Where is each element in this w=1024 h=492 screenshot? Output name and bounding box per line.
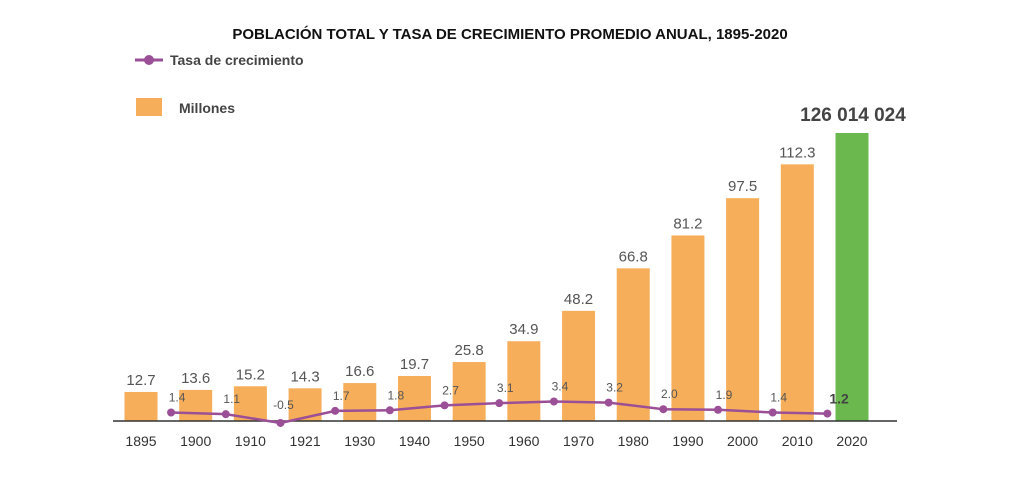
bar — [780, 164, 814, 421]
x-tick-label: 1940 — [399, 433, 430, 449]
bar-value-label: 97.5 — [728, 178, 757, 195]
bar-value-label: 15.2 — [236, 366, 265, 383]
bar-series: 12.7 13.6 15.2 14.3 16.6 19.7 25.8 34.9 48.2 66.8… — [124, 105, 906, 421]
rate-value-label: 1.2 — [829, 391, 849, 407]
x-axis-ticks: 1895 1900 1910 1921 1930 1940 1950 1960 1970 1980… — [125, 433, 867, 449]
bar-value-label: 25.8 — [455, 342, 484, 359]
x-tick-label: 1980 — [618, 433, 649, 449]
bar-value-label: 126 014 024 — [800, 105, 906, 126]
rate-point — [714, 405, 723, 414]
x-tick-label: 1970 — [563, 433, 594, 449]
rate-point — [659, 405, 668, 414]
rate-value-label: -0.5 — [273, 398, 294, 412]
bar — [452, 362, 486, 421]
bar — [671, 235, 705, 421]
bar — [835, 132, 869, 421]
bar — [507, 341, 541, 421]
x-tick-label: 2020 — [836, 433, 867, 449]
bar-value-label: 14.3 — [290, 368, 319, 385]
rate-value-label: 1.7 — [333, 389, 350, 403]
rate-point — [385, 406, 394, 415]
chart-title: POBLACIÓN TOTAL Y TASA DE CRECIMIENTO PR… — [232, 25, 787, 43]
rate-point — [604, 398, 613, 407]
bar-value-label: 112.3 — [779, 144, 815, 161]
x-tick-label: 1921 — [289, 433, 320, 449]
legend: Tasa de crecimiento Millones — [135, 52, 304, 116]
rate-value-label: 2.0 — [661, 387, 678, 401]
x-tick-label: 2010 — [782, 433, 813, 449]
bar-value-label: 81.2 — [673, 215, 702, 232]
rate-value-label: 3.2 — [606, 381, 623, 395]
rate-point — [823, 409, 832, 418]
legend-rate-label: Tasa de crecimiento — [170, 52, 304, 68]
rate-value-label: 1.4 — [169, 391, 186, 405]
bar-value-label: 16.6 — [345, 363, 374, 380]
x-tick-label: 1895 — [125, 433, 156, 449]
rate-value-label: 3.1 — [497, 381, 514, 395]
x-tick-label: 1900 — [180, 433, 211, 449]
bar — [343, 383, 377, 421]
rate-series: 1.4 1.1 -0.5 1.7 1.8 2.7 3.1 3.4 3.2 2.0 1.9 1.4 1.2 — [167, 380, 849, 427]
rate-point — [440, 401, 449, 410]
rate-point — [768, 408, 777, 417]
x-tick-label: 1960 — [508, 433, 539, 449]
x-tick-label: 1910 — [235, 433, 266, 449]
bar — [124, 391, 158, 421]
legend-rate-marker-icon — [144, 55, 154, 65]
rate-point — [549, 397, 558, 406]
bar-value-label: 19.7 — [400, 356, 429, 373]
rate-value-label: 2.7 — [442, 383, 459, 397]
bar-value-label: 12.7 — [126, 372, 155, 389]
rate-value-label: 1.4 — [770, 391, 787, 405]
legend-bar-label: Millones — [179, 100, 235, 116]
rate-value-label: 3.4 — [552, 380, 569, 394]
x-tick-label: 2000 — [727, 433, 758, 449]
rate-point — [276, 418, 285, 427]
x-tick-label: 1950 — [454, 433, 485, 449]
bar — [562, 310, 596, 421]
x-tick-label: 1990 — [672, 433, 703, 449]
rate-point — [221, 410, 230, 419]
bar — [616, 268, 650, 421]
rate-value-label: 1.8 — [388, 388, 405, 402]
rate-point — [331, 406, 340, 415]
bar — [726, 198, 760, 421]
rate-point — [495, 399, 504, 408]
bar-value-label: 48.2 — [564, 291, 593, 308]
bar-value-label: 13.6 — [181, 370, 210, 387]
bar — [179, 389, 213, 421]
x-tick-label: 1930 — [344, 433, 375, 449]
rate-point — [167, 408, 176, 417]
bar-value-label: 66.8 — [619, 248, 648, 265]
bar — [397, 375, 431, 421]
rate-value-label: 1.1 — [223, 392, 240, 406]
bar-value-label: 34.9 — [509, 321, 538, 338]
legend-bar-swatch-icon — [136, 98, 162, 116]
rate-value-label: 1.9 — [716, 388, 733, 402]
